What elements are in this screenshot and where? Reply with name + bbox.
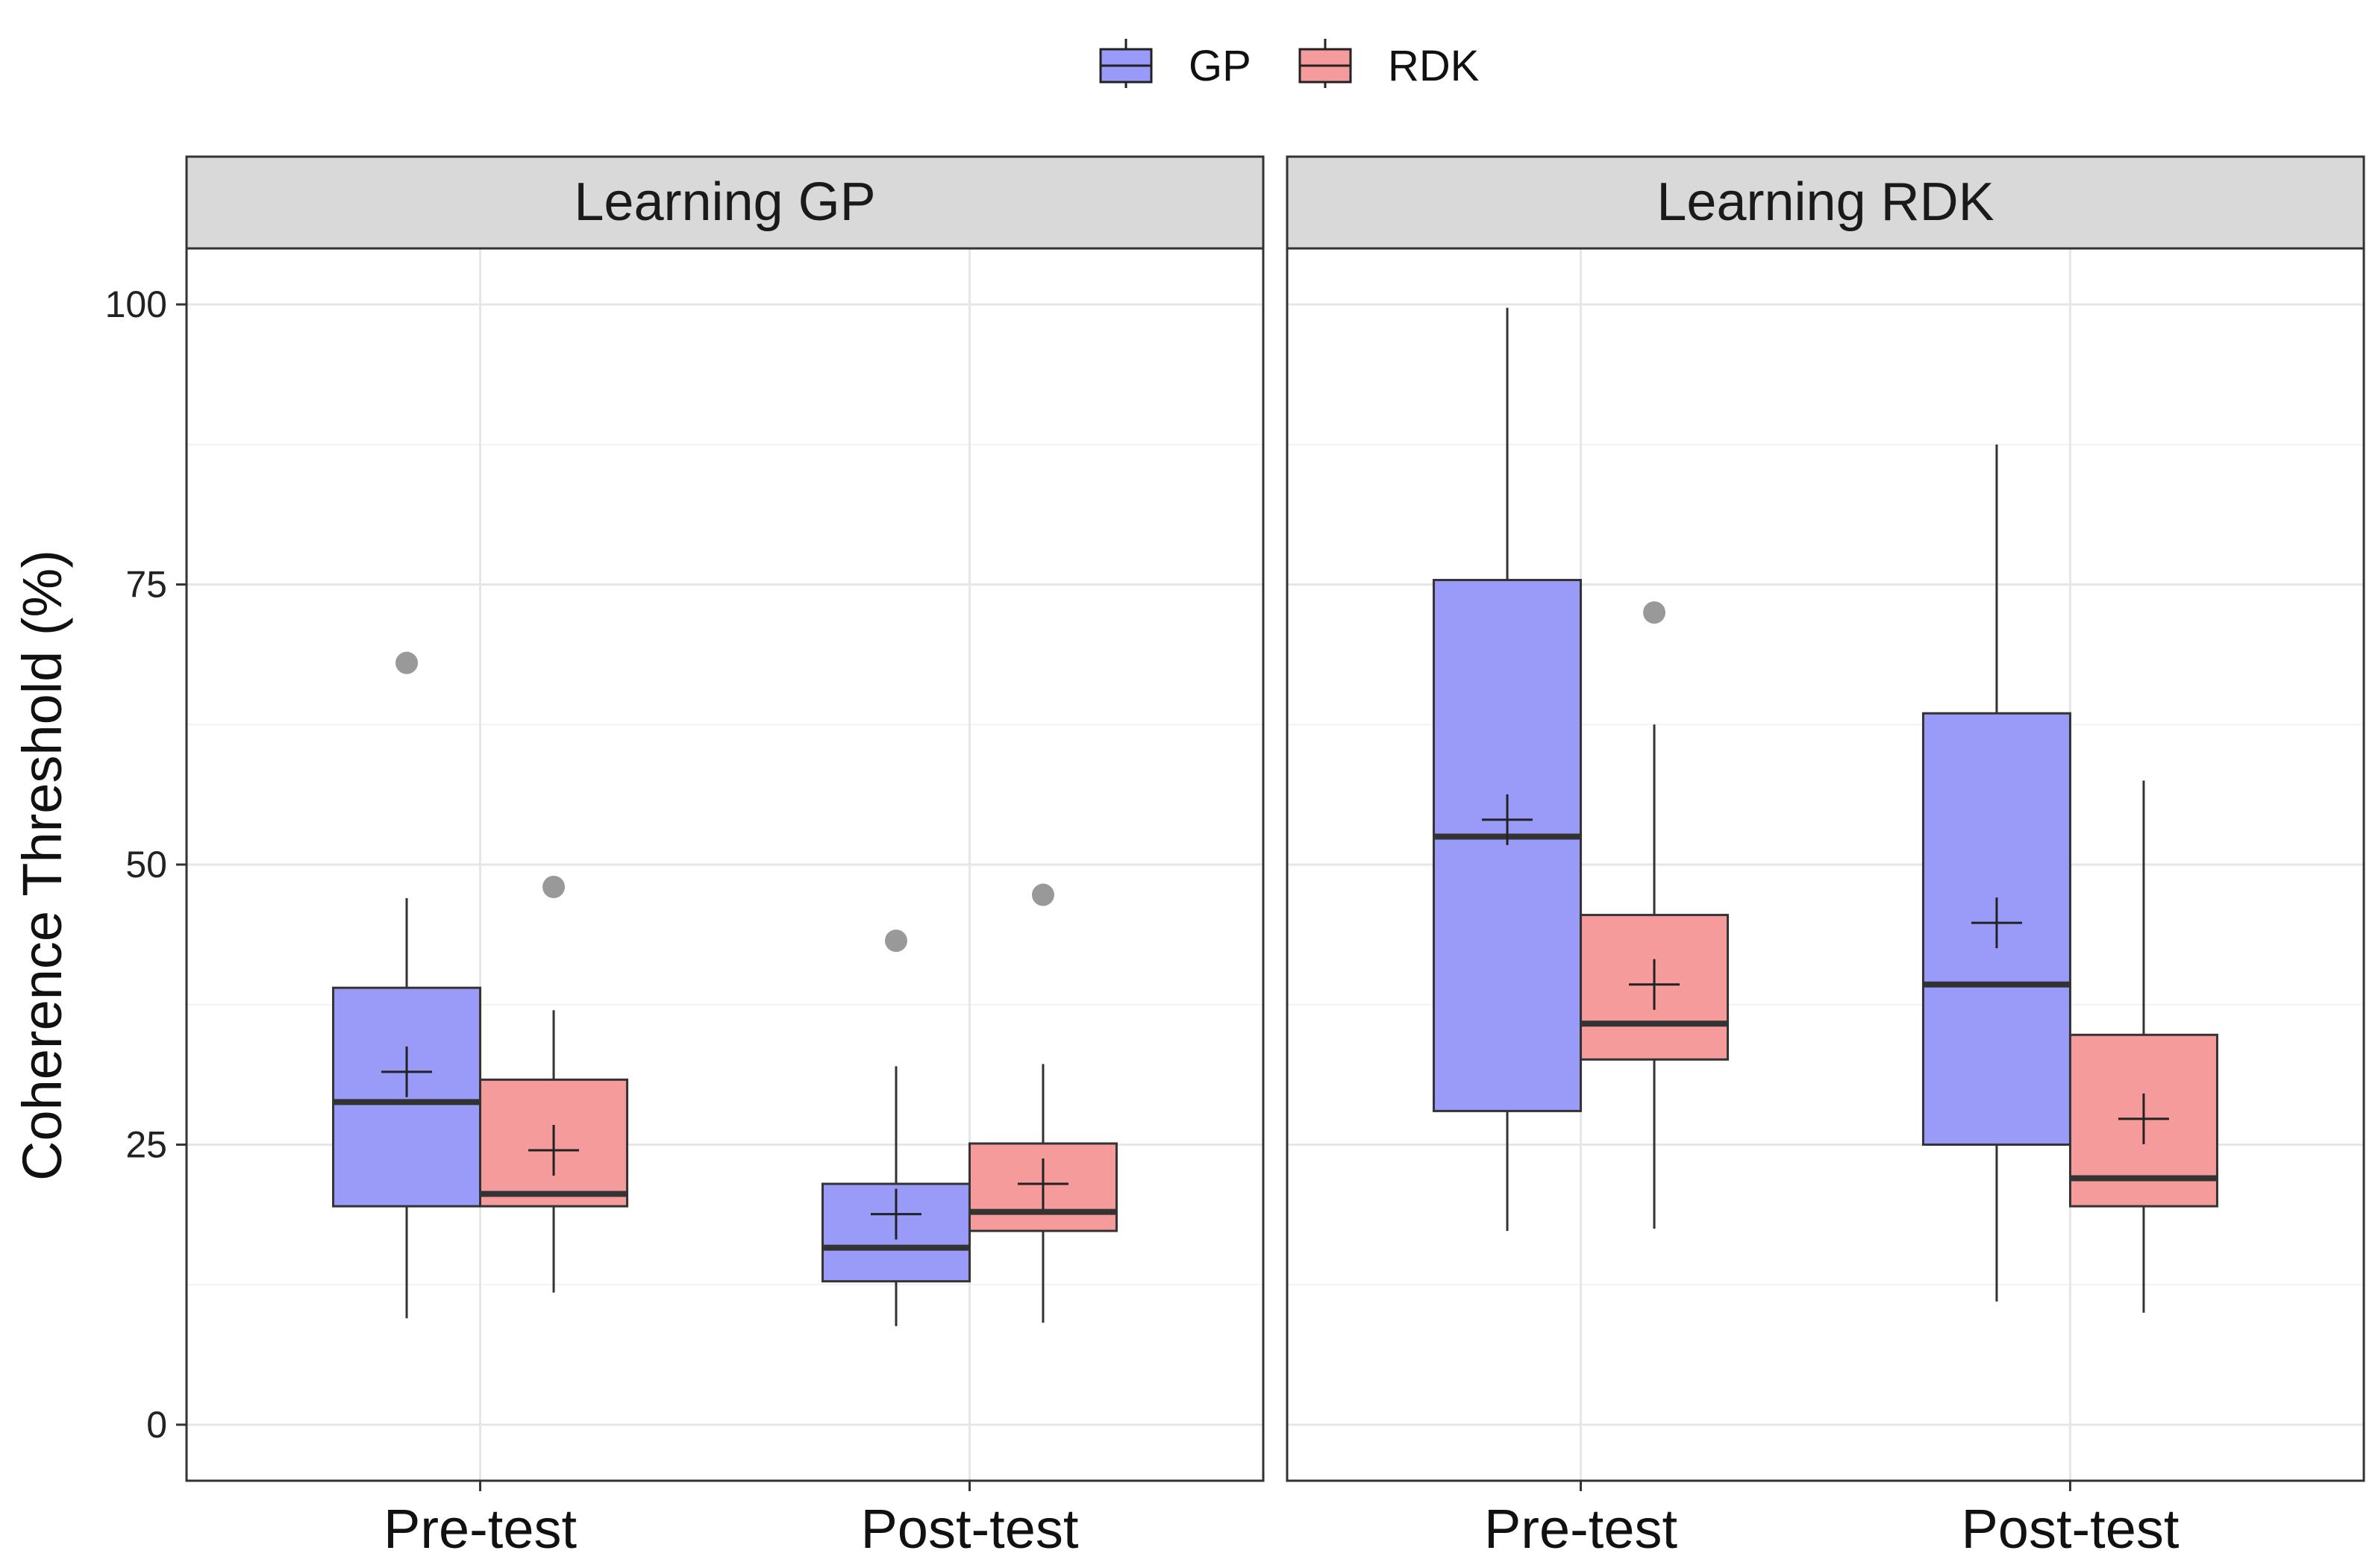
x-tick-label: Post-test — [1961, 1498, 2179, 1560]
y-tick-label: 25 — [125, 1123, 167, 1165]
box-gp-post-test — [821, 929, 971, 1326]
legend-item-gp: GP — [1099, 39, 1251, 90]
facet-panel-1: Learning GP Pre-test Post-test 0 25 50 75 100 — [105, 155, 1265, 1560]
box-gp-pre-test — [332, 651, 482, 1319]
outlier-point — [1643, 601, 1666, 624]
y-axis-title: Coherence Threshold (%) — [11, 550, 73, 1181]
outlier-point — [542, 876, 566, 899]
x-tick-label: Post-test — [860, 1498, 1078, 1560]
x-tick-label: Pre-test — [1484, 1498, 1678, 1560]
box-rdk-post-test — [968, 883, 1118, 1323]
outlier-point — [884, 929, 907, 953]
outlier-point — [1031, 883, 1054, 906]
box-rdk-pre-test — [1580, 601, 1730, 1229]
box-rdk-post-test — [2068, 780, 2218, 1313]
box-gp-post-test — [1921, 444, 2071, 1302]
x-tick-label: Pre-test — [384, 1498, 578, 1560]
facet-strip — [185, 155, 1265, 250]
y-tick-label: 75 — [125, 564, 167, 606]
box-gp-pre-test — [1433, 307, 1583, 1232]
facet-panel-2: Learning RDK Pre-test Post-test — [1286, 155, 2365, 1560]
outlier-point — [395, 651, 419, 674]
iqr-box — [1433, 579, 1583, 1112]
facet-title: Learning RDK — [1656, 172, 1994, 232]
facet-title: Learning GP — [574, 172, 875, 232]
y-tick-label: 100 — [105, 283, 167, 325]
box-rdk-pre-test — [479, 876, 629, 1293]
legend-label-gp: GP — [1189, 42, 1251, 90]
y-tick-label: 50 — [125, 844, 167, 885]
y-tick-label: 0 — [146, 1404, 167, 1446]
legend: GP RDK — [1099, 39, 1480, 90]
iqr-box — [968, 1142, 1118, 1232]
panel-border — [1286, 247, 2365, 1482]
legend-label-rdk: RDK — [1388, 42, 1480, 90]
legend-item-rdk: RDK — [1298, 39, 1480, 90]
